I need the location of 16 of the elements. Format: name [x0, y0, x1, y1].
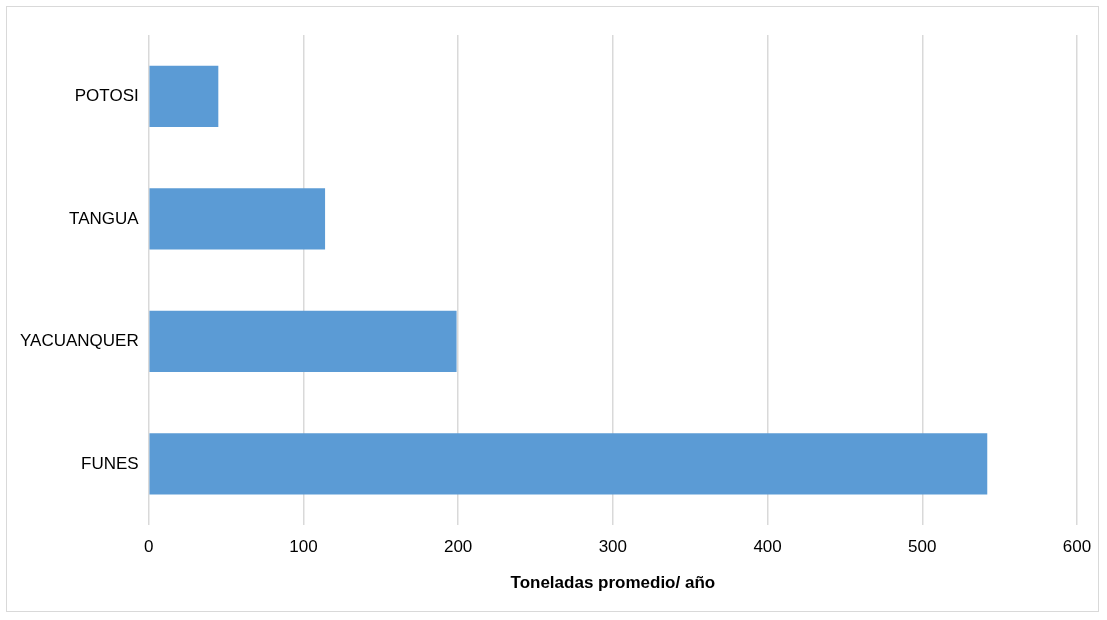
x-tick-label: 600 — [1062, 537, 1092, 557]
y-tick-label: POTOSI — [74, 85, 139, 105]
x-tick-label: 300 — [598, 537, 628, 557]
bar — [149, 433, 988, 495]
x-tick-label: 200 — [443, 537, 473, 557]
x-tick-label: 0 — [143, 537, 154, 557]
x-tick-label: 100 — [289, 537, 318, 557]
bar — [149, 65, 219, 127]
x-tick-label: 400 — [753, 537, 782, 557]
x-tick-label: 500 — [908, 537, 937, 557]
bar — [149, 310, 457, 373]
y-tick-label: TANGUA — [69, 208, 140, 228]
x-axis-title: Toneladas promedio/ año — [510, 573, 716, 593]
bar — [149, 188, 326, 250]
y-tick-label: FUNES — [81, 453, 139, 473]
y-tick-label: YACUANQUER — [20, 331, 139, 351]
